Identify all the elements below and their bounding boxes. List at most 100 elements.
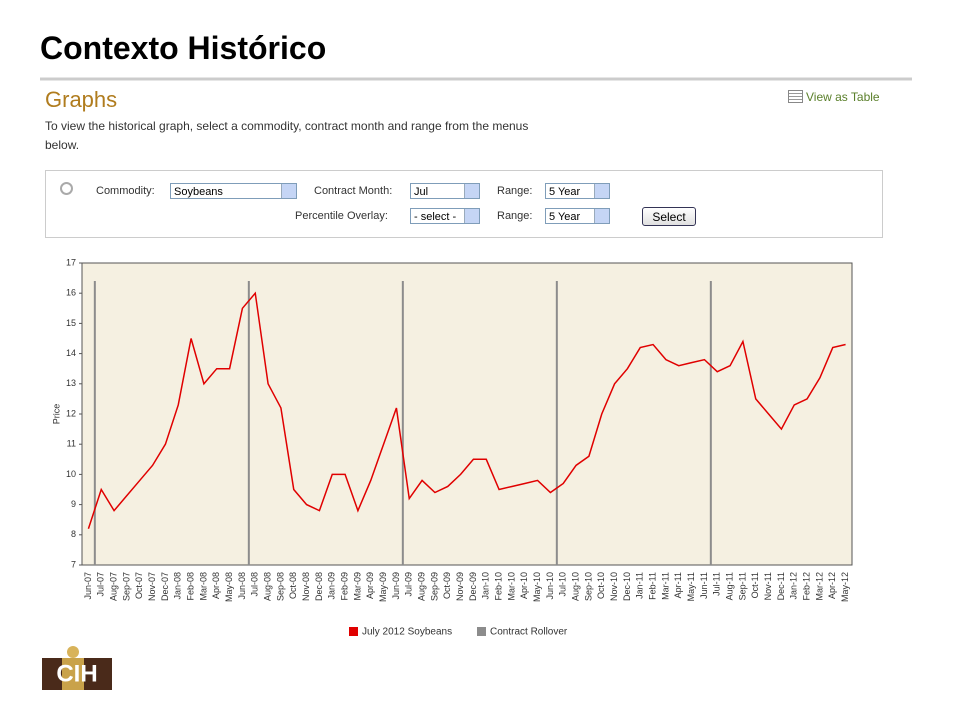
x-tick-label: Dec-10 <box>622 572 632 601</box>
x-tick-label: Jan-08 <box>173 572 183 600</box>
x-tick-label: Aug-11 <box>724 572 734 600</box>
x-tick-label: May-10 <box>532 572 542 602</box>
x-tick-label: Aug-08 <box>262 572 272 601</box>
x-tick-label: Jan-09 <box>327 572 337 600</box>
y-tick-label: 8 <box>71 529 76 539</box>
x-tick-label: Jun-09 <box>391 572 401 600</box>
x-tick-label: Apr-10 <box>519 572 529 599</box>
x-tick-label: Jul-09 <box>404 572 414 597</box>
x-tick-label: Jul-07 <box>96 572 106 597</box>
x-tick-label: Oct-09 <box>442 572 452 599</box>
x-tick-label: Jun-07 <box>83 572 93 600</box>
x-tick-label: Nov-07 <box>147 572 157 601</box>
x-tick-label: Apr-11 <box>673 572 683 598</box>
y-tick-label: 11 <box>67 439 76 449</box>
x-tick-label: Apr-09 <box>365 572 375 599</box>
table-icon <box>788 90 803 103</box>
x-tick-label: Nov-10 <box>609 572 619 601</box>
y-tick-label: 12 <box>66 408 76 418</box>
view-table-link[interactable]: View as Table <box>806 90 880 104</box>
x-tick-label: May-08 <box>224 572 234 602</box>
x-tick-label: Jan-10 <box>481 572 491 600</box>
legend-label: Contract Rollover <box>490 627 568 638</box>
x-tick-label: May-12 <box>840 572 850 602</box>
overlay-select[interactable]: - select - <box>410 208 480 224</box>
select-button[interactable]: Select <box>642 207 696 226</box>
range2-select[interactable]: 5 Year <box>545 208 610 224</box>
logo-text: CIH <box>56 660 97 687</box>
x-tick-label: Aug-09 <box>416 572 426 601</box>
x-tick-label: Aug-10 <box>570 572 580 601</box>
x-tick-label: Jun-11 <box>699 572 709 599</box>
label: Range: <box>497 185 533 197</box>
x-tick-label: Oct-10 <box>596 572 606 599</box>
y-tick-label: 16 <box>66 288 76 298</box>
x-tick-label: May-09 <box>378 572 388 602</box>
x-tick-label: Apr-08 <box>211 572 221 599</box>
y-tick-label: 7 <box>71 559 76 569</box>
y-tick-label: 15 <box>66 318 76 328</box>
x-tick-label: Jul-11 <box>712 572 722 596</box>
panel-heading: Graphs <box>45 87 118 112</box>
range-select[interactable]: 5 Year <box>545 183 610 199</box>
x-tick-label: Feb-08 <box>185 572 195 601</box>
x-tick-label: Jun-10 <box>545 572 555 600</box>
x-tick-label: Mar-10 <box>506 572 516 601</box>
x-tick-label: Sep-11 <box>737 572 747 600</box>
x-tick-label: Oct-07 <box>134 572 144 599</box>
label: Range: <box>497 210 533 222</box>
price-line <box>87 291 846 529</box>
search-icon <box>60 182 73 195</box>
plot-area <box>81 262 853 566</box>
month-select[interactable]: Jul <box>410 183 480 199</box>
x-tick-label: Sep-09 <box>429 572 439 601</box>
x-tick-label: Jul-08 <box>250 572 260 597</box>
x-tick-label: Mar-08 <box>198 572 208 601</box>
label: Commodity: <box>96 185 155 197</box>
x-tick-label: Sep-08 <box>275 572 285 601</box>
x-tick-label: Oct-08 <box>288 572 298 599</box>
x-tick-label: Nov-08 <box>301 572 311 601</box>
x-tick-label: Oct-11 <box>750 572 760 598</box>
logo <box>42 646 112 690</box>
y-tick-label: 13 <box>66 378 76 388</box>
label: Percentile Overlay: <box>295 210 388 222</box>
x-tick-label: Apr-12 <box>827 572 837 599</box>
x-tick-label: Nov-09 <box>455 572 465 601</box>
x-tick-label: Dec-09 <box>468 572 478 601</box>
x-tick-label: Sep-10 <box>583 572 593 601</box>
form-box <box>45 170 883 238</box>
x-tick-label: Mar-12 <box>814 572 824 601</box>
x-tick-label: Mar-11 <box>660 572 670 600</box>
x-tick-label: Feb-10 <box>493 572 503 601</box>
x-tick-label: Jul-10 <box>558 572 568 597</box>
description: To view the historical graph, select a c… <box>45 119 529 152</box>
x-tick-label: Mar-09 <box>352 572 362 601</box>
y-tick-label: 9 <box>71 499 76 509</box>
x-tick-label: Feb-12 <box>801 572 811 601</box>
x-tick-label: Dec-07 <box>160 572 170 601</box>
x-tick-label: Dec-11 <box>776 572 786 600</box>
x-tick-label: Jan-11 <box>635 572 645 599</box>
x-tick-label: Jun-08 <box>237 572 247 600</box>
x-tick-label: Aug-07 <box>108 572 118 601</box>
x-tick-label: May-11 <box>686 572 696 601</box>
y-tick-label: 10 <box>66 469 76 479</box>
y-tick-label: 17 <box>66 257 76 267</box>
x-tick-label: Feb-09 <box>339 572 349 601</box>
x-tick-label: Sep-07 <box>121 572 131 601</box>
x-tick-label: Feb-11 <box>647 572 657 600</box>
x-tick-label: Nov-11 <box>763 572 773 600</box>
x-tick-label: Dec-08 <box>314 572 324 601</box>
legend-label: July 2012 Soybeans <box>362 627 452 638</box>
x-tick-label: Jan-12 <box>789 572 799 600</box>
legend-swatch <box>477 627 486 636</box>
page-title: Contexto Histórico <box>40 30 327 66</box>
label: Contract Month: <box>314 185 393 197</box>
commodity-select[interactable]: Soybeans <box>170 183 297 199</box>
legend-swatch <box>349 627 358 636</box>
y-axis-label: Price <box>51 404 61 425</box>
y-tick-label: 14 <box>66 348 76 358</box>
